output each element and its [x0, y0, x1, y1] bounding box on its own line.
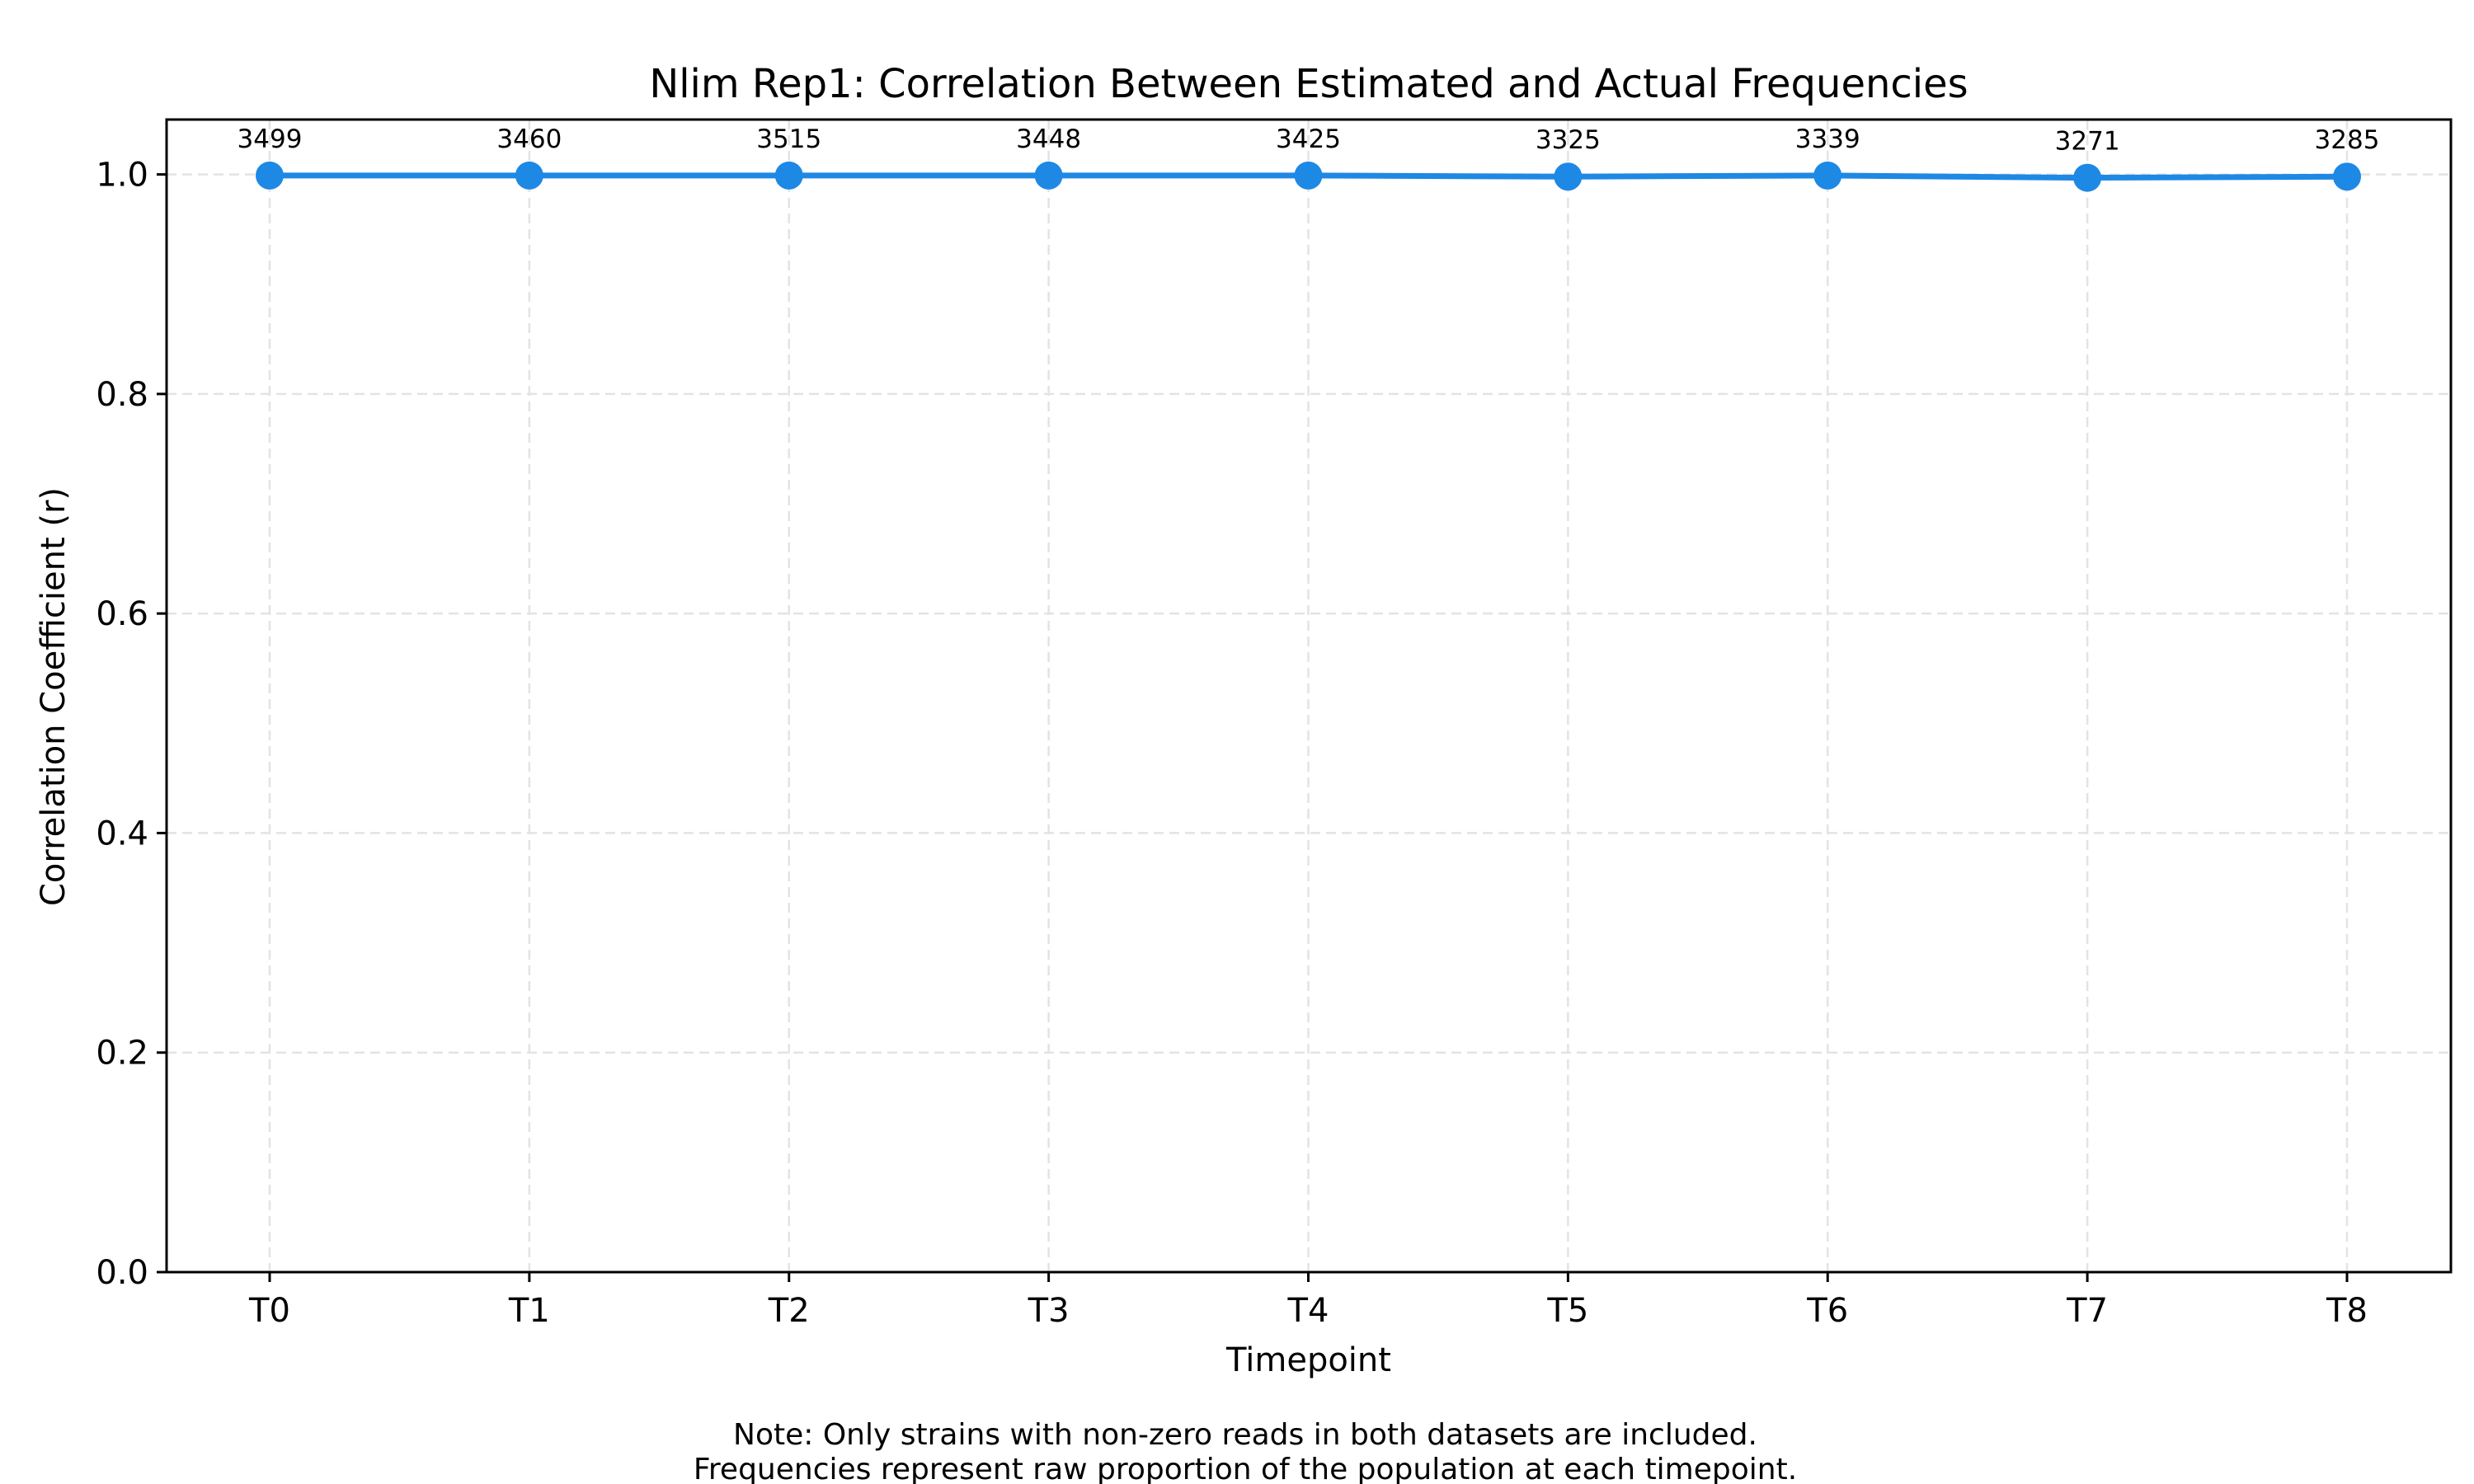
data-label: 3515 — [756, 124, 821, 154]
data-label: 3339 — [1795, 124, 1860, 154]
x-tick-label: T2 — [768, 1292, 810, 1330]
data-label: 3499 — [238, 124, 303, 154]
y-tick-label: 0.8 — [96, 376, 148, 414]
x-tick-label: T1 — [508, 1292, 550, 1330]
x-tick-label: T4 — [1287, 1292, 1329, 1330]
data-point — [2333, 162, 2361, 191]
data-point — [774, 161, 803, 190]
data-label: 3325 — [1536, 125, 1601, 155]
data-labels: 3499 3460 3515 3448 3425 3325 3339 3271 3285 — [238, 124, 2380, 157]
x-tick-label: T3 — [1028, 1292, 1070, 1330]
plot-frame — [165, 118, 2453, 1274]
series-layer — [256, 161, 2361, 192]
x-tick-label: T7 — [2066, 1292, 2108, 1330]
data-label: 3425 — [1276, 124, 1341, 154]
data-label: 3448 — [1016, 124, 1081, 154]
y-tick-label: 0.2 — [96, 1035, 148, 1073]
data-point — [1813, 161, 1842, 190]
data-point — [1034, 161, 1063, 190]
data-label: 3285 — [2315, 125, 2380, 155]
chart-title: Nlim Rep1: Correlation Between Estimated… — [649, 61, 1968, 107]
y-tick-label: 0.0 — [96, 1254, 148, 1292]
x-tick-label: T6 — [1806, 1292, 1848, 1330]
y-tick-label: 1.0 — [96, 157, 148, 195]
x-tick-label: T8 — [2326, 1292, 2368, 1330]
y-axis-label: Correlation Coefficient (r) — [35, 487, 73, 906]
data-point — [256, 161, 284, 190]
x-axis-label: Timepoint — [1225, 1341, 1391, 1379]
y-tick-label: 0.4 — [96, 815, 148, 852]
data-point — [2073, 163, 2102, 192]
axes: 0.0 0.2 0.4 0.6 0.8 1.0 T0 T1 T2 T3 T4 T5 T6 T7 T8 — [96, 118, 2453, 1330]
x-tick-label: T0 — [248, 1292, 290, 1330]
data-label: 3460 — [496, 124, 562, 154]
x-tick-label: T5 — [1546, 1292, 1588, 1330]
data-point — [515, 161, 543, 190]
y-tick-label: 0.6 — [96, 595, 148, 633]
note-line: Frequencies represent raw proportion of … — [694, 1453, 1797, 1484]
data-point — [1294, 161, 1323, 190]
note-line: Note: Only strains with non-zero reads i… — [733, 1418, 1757, 1452]
grid — [167, 120, 2451, 1274]
data-point — [1554, 162, 1583, 191]
data-label: 3271 — [2055, 127, 2120, 157]
